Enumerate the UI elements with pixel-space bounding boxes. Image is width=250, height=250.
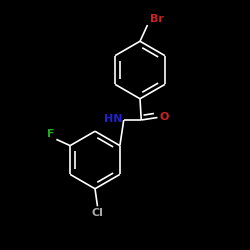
Text: HN: HN	[104, 114, 122, 124]
Text: F: F	[47, 129, 55, 139]
Text: Cl: Cl	[92, 208, 104, 218]
Text: O: O	[160, 112, 169, 122]
Text: Br: Br	[150, 14, 164, 24]
